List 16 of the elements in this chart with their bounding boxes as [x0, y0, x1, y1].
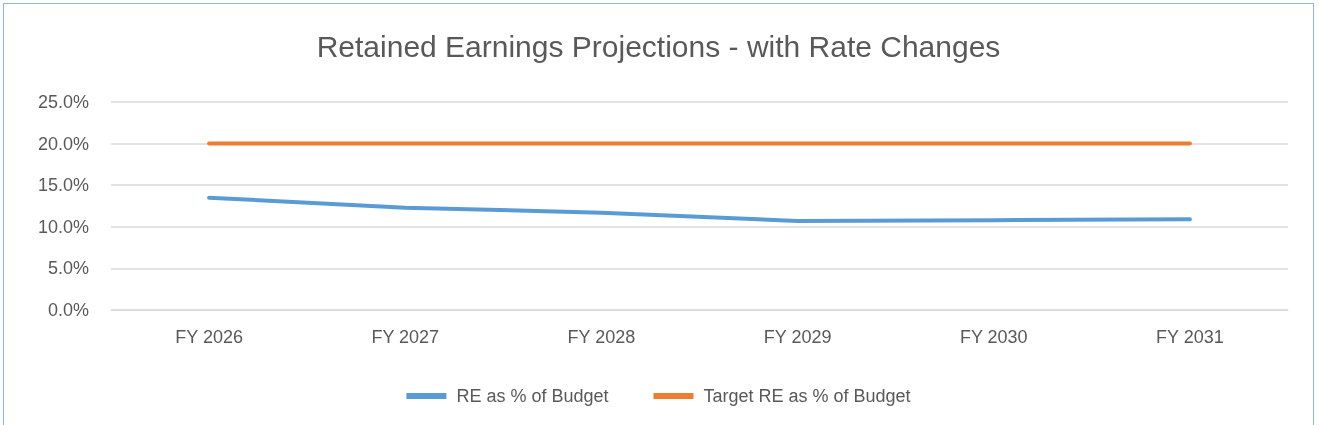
y-tick-label: 5.0%	[47, 258, 89, 279]
y-tick-label: 0.0%	[47, 300, 89, 320]
x-tick-label: FY 2030	[959, 327, 1028, 347]
legend-label: Target RE as % of Budget	[703, 386, 911, 406]
x-tick-label: FY 2029	[763, 327, 832, 347]
line-series	[207, 195, 1192, 223]
y-tick-label: 10.0%	[37, 216, 89, 237]
x-tick-label: FY 2026	[175, 327, 243, 347]
y-tick-label: 20.0%	[37, 133, 89, 154]
y-tick-label: 15.0%	[37, 175, 89, 196]
legend-label: RE as % of Budget	[456, 386, 609, 406]
x-tick-label: FY 2027	[371, 327, 440, 347]
x-tick-label: FY 2028	[567, 327, 636, 347]
x-tick-label: FY 2031	[1156, 327, 1224, 347]
y-tick-label: 25.0%	[37, 92, 89, 112]
chart-title: Retained Earnings Projections - with Rate Changes	[316, 29, 1001, 63]
